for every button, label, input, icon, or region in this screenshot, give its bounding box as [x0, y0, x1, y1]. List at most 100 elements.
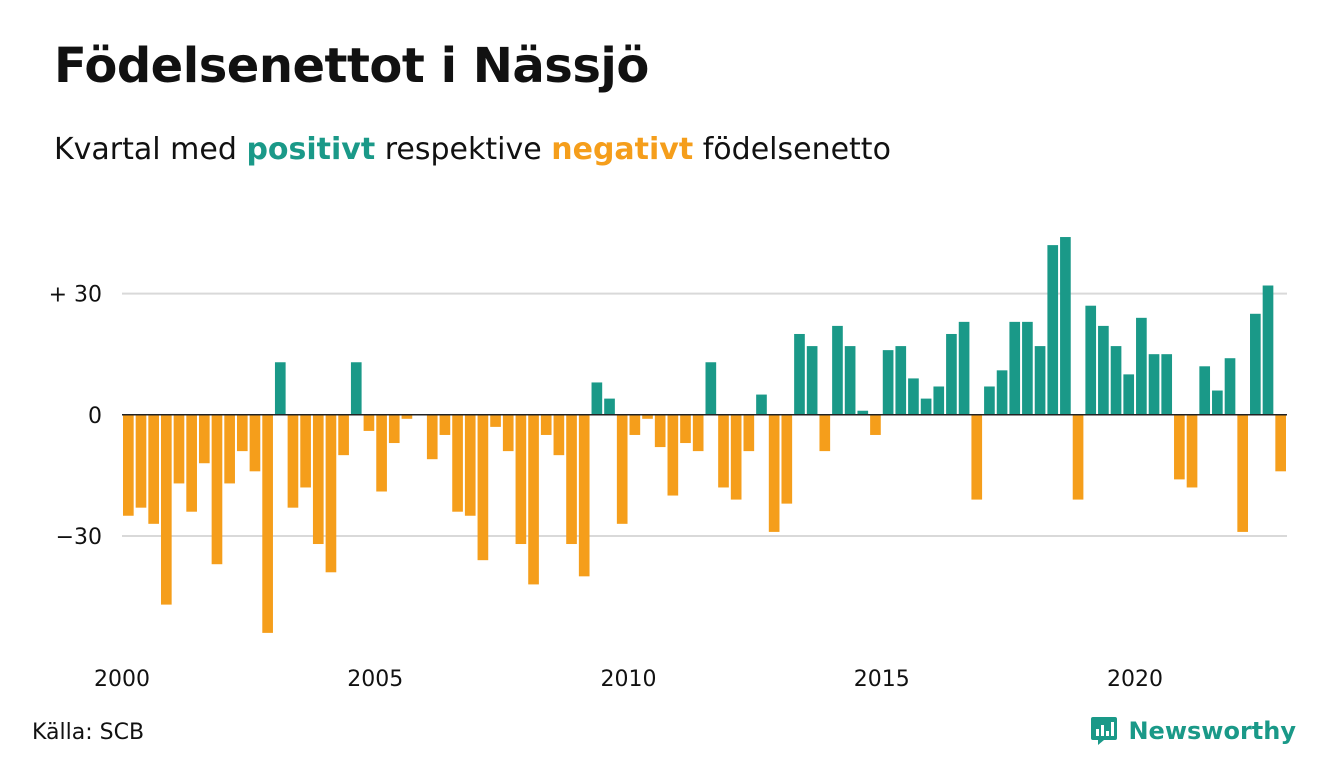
bar: [1022, 321, 1033, 415]
bar: [224, 414, 235, 484]
bar: [1136, 317, 1147, 415]
newsworthy-icon: [1091, 717, 1118, 745]
bar: [667, 414, 679, 496]
bar: [654, 414, 666, 448]
bar: [756, 394, 767, 415]
bar: [1047, 245, 1059, 415]
bar: [692, 414, 704, 452]
bar: [1072, 414, 1084, 500]
bar: [743, 414, 755, 452]
bar: [186, 414, 197, 512]
bar: [1199, 366, 1211, 415]
bar: [502, 414, 514, 452]
chart-title: Födelsenettot i Nässjö: [54, 38, 649, 94]
bar: [996, 370, 1008, 415]
x-tick-label: 2015: [854, 667, 910, 692]
subtitle-negative-word: negativt: [551, 132, 694, 167]
bar: [680, 414, 691, 444]
bar: [452, 414, 463, 512]
brand-logo: Newsworthy: [1090, 716, 1296, 746]
bar: [388, 414, 400, 444]
bar: [211, 414, 223, 565]
bar: [173, 414, 185, 484]
bar: [806, 346, 818, 415]
bar: [350, 362, 362, 415]
bar: [236, 414, 248, 452]
bar: [870, 414, 881, 435]
chart-subtitle: Kvartal med positivt respektive negativt…: [54, 132, 891, 167]
bar: [1098, 325, 1109, 415]
brand-name: Newsworthy: [1128, 717, 1296, 745]
bar: [401, 414, 413, 419]
bar: [730, 414, 742, 500]
bar: [819, 414, 831, 452]
bar: [148, 414, 159, 524]
bar: [1262, 285, 1274, 415]
bar: [984, 386, 995, 415]
bar: [376, 414, 387, 492]
bar: [1060, 237, 1071, 415]
bar: [1085, 305, 1097, 415]
bar: [1009, 321, 1021, 415]
bar: [1250, 313, 1261, 415]
bar: [794, 333, 805, 415]
bar: [312, 414, 324, 545]
y-tick-label: + 30: [49, 283, 102, 308]
bar: [781, 414, 793, 504]
bar: [490, 414, 501, 427]
bar: [1186, 414, 1198, 488]
bar: [718, 414, 729, 488]
bar: [274, 362, 286, 415]
bar: [135, 414, 147, 508]
bar: [908, 378, 919, 415]
bar: [705, 362, 717, 415]
bar: [578, 414, 590, 577]
bar: [160, 414, 172, 605]
bar: [300, 414, 311, 488]
bar: [604, 398, 615, 415]
bar: [844, 346, 856, 415]
bar: [439, 414, 451, 435]
bar: [363, 414, 375, 431]
bar: [629, 414, 641, 435]
x-tick-label: 2000: [94, 667, 150, 692]
bar: [1212, 390, 1223, 415]
bar: [882, 350, 894, 415]
bar: [920, 398, 932, 415]
bar: [325, 414, 337, 573]
bar: [1174, 414, 1185, 480]
subtitle-positive-word: positivt: [246, 132, 376, 167]
y-tick-label: 0: [88, 404, 102, 429]
bar: [198, 414, 210, 464]
bar: [515, 414, 527, 545]
bar: [642, 414, 653, 419]
bar: [1110, 346, 1122, 415]
source-note: Källa: SCB: [32, 720, 145, 745]
bar: [553, 414, 565, 456]
bar: [895, 346, 907, 415]
bar: [933, 386, 945, 415]
bar: [1123, 374, 1135, 415]
bar: [591, 382, 603, 415]
bar: [971, 414, 983, 500]
bar: [249, 414, 261, 472]
bar: [1237, 414, 1249, 532]
subtitle-suffix: födelsenetto: [702, 132, 891, 167]
bar: [1224, 358, 1236, 415]
x-tick-label: 2005: [347, 667, 403, 692]
bar: [616, 414, 628, 524]
bar: [566, 414, 577, 545]
bar: [946, 333, 957, 415]
bar: [832, 325, 843, 415]
bar: [262, 414, 273, 633]
bar: [857, 410, 869, 415]
bar: [1275, 414, 1286, 472]
bar: [958, 321, 970, 415]
bar: [477, 414, 489, 561]
y-tick-label: −30: [56, 525, 102, 550]
x-tick-label: 2010: [601, 667, 657, 692]
subtitle-prefix: Kvartal med: [54, 132, 237, 167]
subtitle-middle: respektive: [384, 132, 542, 167]
bar: [287, 414, 299, 508]
